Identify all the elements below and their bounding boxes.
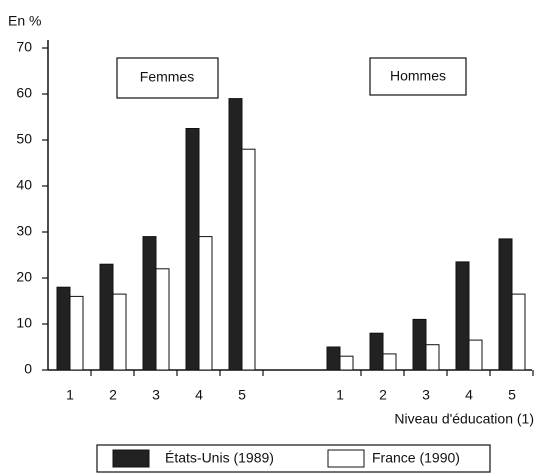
bar bbox=[241, 148, 256, 371]
legend-swatch bbox=[112, 449, 150, 468]
y-tick-label: 40 bbox=[16, 177, 32, 193]
bar bbox=[69, 295, 84, 371]
bar bbox=[56, 286, 71, 371]
group-label: Femmes bbox=[140, 69, 194, 85]
x-tick-label: 5 bbox=[508, 387, 516, 403]
x-tick-label: 5 bbox=[238, 387, 246, 403]
bar bbox=[498, 238, 513, 371]
group-label: Hommes bbox=[390, 68, 446, 84]
bar bbox=[425, 344, 440, 371]
legend-label: France (1990) bbox=[372, 450, 460, 466]
x-tick-label: 2 bbox=[379, 387, 387, 403]
y-tick-label: 70 bbox=[16, 39, 32, 55]
bar bbox=[511, 293, 526, 371]
legend bbox=[96, 444, 491, 473]
x-tick-label: 1 bbox=[66, 387, 74, 403]
bar bbox=[155, 268, 170, 371]
x-tick-label: 4 bbox=[465, 387, 473, 403]
x-tick-label: 2 bbox=[109, 387, 117, 403]
bar bbox=[142, 236, 157, 371]
legend-label: États-Unis (1989) bbox=[165, 450, 274, 466]
bar bbox=[412, 318, 427, 371]
group-box bbox=[369, 57, 467, 96]
y-axis-label: En % bbox=[8, 13, 41, 29]
y-tick-label: 0 bbox=[24, 361, 32, 377]
x-tick-label: 1 bbox=[336, 387, 344, 403]
x-axis-label: Niveau d'éducation (1) bbox=[394, 411, 534, 427]
y-tick-label: 20 bbox=[16, 269, 32, 285]
bar bbox=[468, 339, 483, 371]
bar bbox=[185, 128, 200, 371]
x-tick-label: 3 bbox=[422, 387, 430, 403]
legend-swatch bbox=[327, 449, 365, 468]
y-tick-label: 60 bbox=[16, 85, 32, 101]
group-box bbox=[116, 57, 219, 99]
bar bbox=[228, 98, 243, 371]
bar bbox=[369, 332, 384, 371]
y-tick-label: 30 bbox=[16, 223, 32, 239]
bar bbox=[198, 236, 213, 371]
x-tick-label: 4 bbox=[195, 387, 203, 403]
bar bbox=[326, 346, 341, 371]
bar bbox=[112, 293, 127, 371]
bar bbox=[455, 261, 470, 371]
bar bbox=[339, 355, 354, 371]
y-tick-label: 10 bbox=[16, 315, 32, 331]
bar bbox=[382, 353, 397, 371]
bar bbox=[99, 263, 114, 371]
x-tick-label: 3 bbox=[152, 387, 160, 403]
y-tick-label: 50 bbox=[16, 131, 32, 147]
